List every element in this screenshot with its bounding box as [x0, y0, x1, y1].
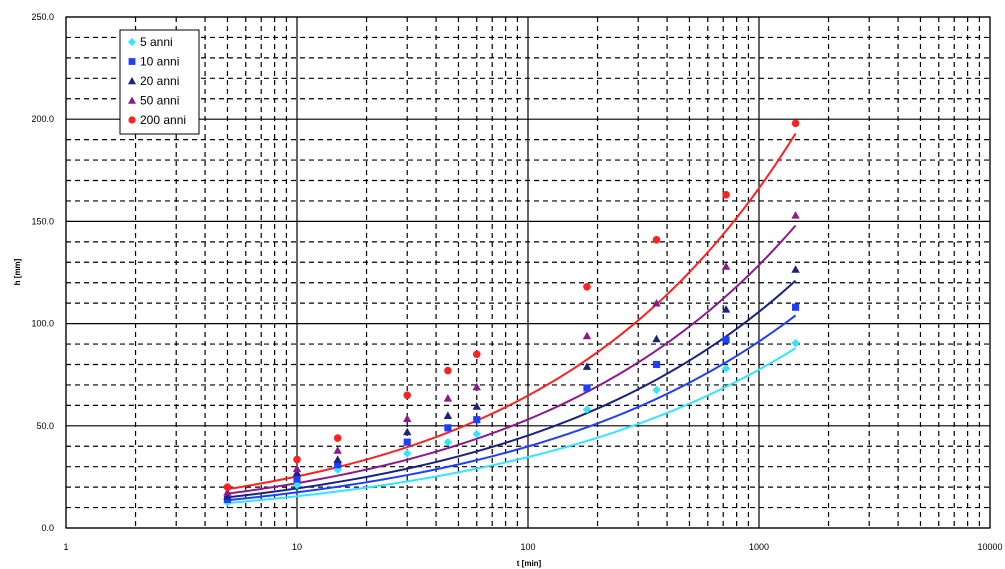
data-point	[334, 461, 342, 469]
data-point	[403, 427, 412, 436]
y-tick-label: 250.0	[31, 12, 54, 22]
x-tick-label: 10000	[977, 542, 1002, 552]
data-point	[292, 480, 302, 490]
x-tick-label: 100	[520, 542, 535, 552]
data-point	[721, 364, 731, 373]
marker-layer	[223, 119, 800, 507]
data-point	[792, 303, 800, 311]
y-tick-label: 200.0	[31, 114, 54, 124]
series-50-anni	[223, 211, 800, 496]
data-point	[403, 438, 411, 446]
trendline-10-anni	[227, 314, 797, 502]
data-point	[652, 298, 661, 307]
y-tick-label: 50.0	[36, 421, 54, 431]
data-point	[722, 191, 730, 199]
data-point	[403, 449, 412, 458]
y-axis-title: h [mm]	[13, 258, 22, 285]
grid-layer	[65, 16, 991, 529]
trendline-200-anni	[227, 132, 797, 491]
trendline-5-anni	[227, 347, 797, 505]
data-point	[223, 483, 232, 491]
data-point	[582, 405, 592, 414]
trendline-20-anni	[227, 279, 797, 499]
trendline-50-anni	[227, 224, 797, 495]
data-point	[791, 338, 800, 348]
data-point	[223, 492, 232, 500]
data-point	[472, 429, 481, 439]
series-200-anni	[223, 119, 800, 491]
data-point	[403, 414, 412, 423]
trendline-layer	[227, 132, 797, 505]
data-point	[652, 236, 661, 244]
y-tick-label: 0.0	[41, 523, 54, 533]
data-point	[791, 265, 800, 273]
x-tick-label: 1000	[749, 542, 769, 552]
data-point	[472, 402, 481, 410]
axis-layer: t [min] h [mm] 1 10 100 1000 10000 0.0 50.0 100…	[13, 12, 1003, 568]
data-point	[652, 360, 661, 369]
legend-marker	[128, 116, 136, 124]
data-point	[582, 362, 592, 370]
data-point	[443, 437, 453, 447]
data-point	[444, 424, 452, 432]
y-tick-label: 150.0	[31, 216, 54, 226]
legend-marker	[128, 96, 136, 104]
legend: 5 anni 10 anni 20 anni 50 anni 200 anni	[119, 29, 200, 135]
legend-marker	[128, 58, 136, 65]
data-point	[473, 416, 481, 424]
data-point	[333, 434, 342, 442]
data-point	[583, 384, 591, 392]
data-point	[443, 394, 453, 402]
data-point	[791, 211, 800, 219]
series-20-anni	[223, 265, 800, 500]
data-point	[721, 305, 731, 313]
data-point	[652, 385, 661, 395]
data-point	[721, 262, 731, 270]
data-point	[293, 455, 301, 464]
legend-marker	[128, 77, 136, 85]
data-point	[652, 334, 661, 343]
data-point	[293, 475, 301, 483]
data-point	[472, 382, 481, 391]
plot-border	[65, 16, 991, 529]
y-tick-label: 100.0	[31, 319, 54, 329]
x-tick-label: 10	[292, 542, 302, 552]
data-point	[582, 331, 592, 340]
legend-label: 50 anni	[140, 94, 179, 108]
legend-label: 5 anni	[140, 35, 173, 49]
series-5-anni	[223, 338, 800, 507]
data-point	[333, 455, 342, 463]
legend-label: 200 anni	[140, 113, 186, 127]
data-point	[292, 464, 302, 473]
data-point	[722, 336, 730, 344]
data-point	[333, 446, 342, 454]
x-tick-label: 1	[63, 542, 68, 552]
data-point	[403, 391, 411, 399]
data-point	[444, 366, 452, 375]
legend-label: 20 anni	[140, 74, 179, 88]
data-point	[791, 119, 800, 128]
data-point	[472, 350, 481, 359]
legend-label: 10 anni	[140, 55, 179, 69]
data-point	[443, 411, 453, 419]
data-point	[223, 488, 232, 496]
x-axis-title: t [min]	[517, 559, 542, 568]
data-point	[583, 283, 591, 291]
data-point	[292, 468, 302, 477]
legend-marker	[128, 38, 136, 46]
